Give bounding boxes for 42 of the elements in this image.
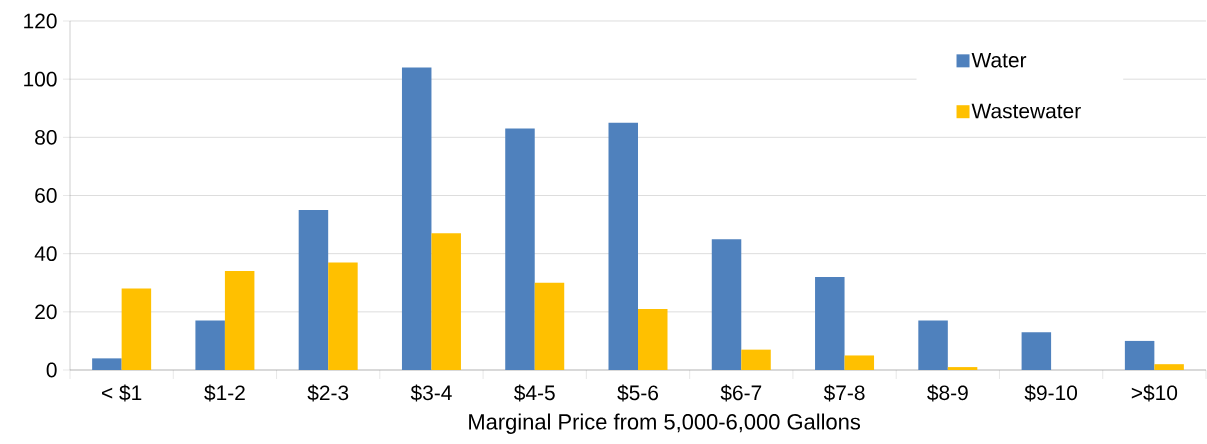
y-tick-label: 40 — [34, 246, 57, 262]
legend-label: Wastewater — [971, 103, 1081, 119]
bar — [224, 271, 255, 370]
x-tick-label: $9-10 — [1024, 384, 1078, 402]
x-tick-label: $1-2 — [204, 384, 245, 402]
legend-label: Water — [971, 52, 1027, 68]
y-tick-label: 100 — [24, 71, 57, 87]
x-tick-label: < $1 — [102, 384, 142, 402]
x-tick-label: $2-3 — [307, 384, 349, 402]
bar — [534, 282, 565, 370]
bar — [711, 239, 742, 370]
bar — [431, 233, 461, 370]
bar — [1154, 364, 1184, 370]
bar — [741, 349, 771, 370]
x-tick-label: $7-8 — [823, 384, 865, 402]
y-tick-label: 120 — [24, 13, 57, 29]
bar — [608, 122, 638, 370]
x-tick-label: $5-6 — [617, 384, 659, 402]
bar — [844, 355, 875, 370]
y-tick-label: 60 — [35, 188, 57, 203]
bar — [1021, 332, 1052, 370]
bar — [121, 288, 152, 370]
x-axis-title: Marginal Price from 5,000-6,000 Gallons — [469, 413, 861, 434]
y-tick-label: 0 — [46, 362, 57, 378]
x-tick-label: $8-9 — [927, 384, 968, 402]
bar — [638, 308, 668, 370]
bar — [505, 128, 535, 370]
bar — [92, 358, 122, 370]
x-tick-label: $6-7 — [720, 384, 762, 402]
y-tick-label: 20 — [35, 304, 57, 320]
bar — [195, 320, 225, 370]
bar — [328, 262, 358, 370]
bar — [947, 367, 978, 370]
bar — [298, 210, 329, 370]
bar — [815, 276, 845, 370]
x-tick-label: $3-4 — [410, 384, 452, 402]
bar — [918, 320, 948, 370]
x-tick-label: $4-5 — [514, 384, 555, 402]
y-tick-label: 80 — [35, 129, 57, 145]
bar — [1124, 340, 1155, 370]
x-tick-label: >$10 — [1131, 384, 1178, 402]
bar — [401, 67, 432, 370]
